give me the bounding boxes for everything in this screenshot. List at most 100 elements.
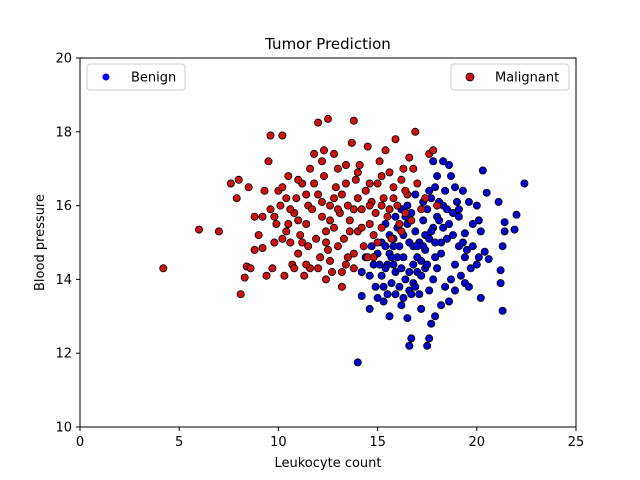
malignant-point (429, 146, 438, 155)
y-axis: 10 12 14 16 18 20 (55, 52, 80, 436)
benign-point (425, 186, 434, 195)
x-axis: 0 5 10 15 20 25 (76, 427, 584, 450)
malignant-point (266, 131, 275, 140)
benign-point (476, 293, 485, 302)
malignant-point (349, 116, 358, 125)
malignant-point (317, 197, 326, 206)
benign-point (442, 205, 451, 214)
malignant-point (365, 219, 374, 228)
malignant-point (357, 205, 366, 214)
malignant-point (329, 149, 338, 158)
malignant-point (365, 179, 374, 188)
benign-point (379, 297, 388, 306)
benign-point (387, 279, 396, 288)
malignant-point (349, 249, 358, 258)
malignant-point (325, 201, 334, 210)
benign-point (425, 286, 434, 295)
malignant-point (343, 201, 352, 210)
malignant-point (345, 216, 354, 225)
malignant-point (296, 231, 305, 240)
malignant-point (397, 227, 406, 236)
malignant-point (363, 142, 372, 151)
benign-point (427, 319, 436, 328)
y-tick-label: 14 (55, 273, 72, 288)
benign-point (387, 253, 396, 262)
benign-point (460, 253, 469, 262)
benign-point (476, 227, 485, 236)
benign-point (411, 282, 420, 291)
benign-point (510, 225, 519, 234)
benign-point (500, 218, 509, 227)
malignant-point (375, 157, 384, 166)
malignant-point (369, 231, 378, 240)
malignant-point (413, 179, 422, 188)
malignant-point (389, 183, 398, 192)
malignant-point (323, 245, 332, 254)
benign-point (413, 242, 422, 251)
malignant-point (393, 201, 402, 210)
benign-point (498, 306, 507, 315)
x-axis-label: Leukocyte count (274, 456, 381, 471)
x-tick-label: 5 (175, 435, 183, 450)
malignant-point (339, 234, 348, 243)
malignant-point (286, 238, 295, 247)
benign-point (385, 312, 394, 321)
malignant-point (385, 205, 394, 214)
benign-point (439, 223, 448, 232)
legend-benign-marker (102, 73, 110, 81)
malignant-point (284, 219, 293, 228)
malignant-point (286, 205, 295, 214)
malignant-point (337, 267, 346, 276)
malignant-point (329, 194, 338, 203)
malignant-point (292, 194, 301, 203)
benign-point (357, 267, 366, 276)
benign-point (427, 227, 436, 236)
malignant-point (302, 219, 311, 228)
legend-benign: Benign (86, 63, 186, 91)
malignant-point (321, 227, 330, 236)
malignant-point (399, 164, 408, 173)
benign-point (373, 293, 382, 302)
benign-point (399, 253, 408, 262)
malignant-point (351, 175, 360, 184)
benign-point (371, 282, 380, 291)
malignant-point (298, 238, 307, 247)
benign-point (421, 231, 430, 240)
malignant-point (264, 157, 273, 166)
y-tick-label: 12 (55, 347, 72, 362)
malignant-point (294, 249, 303, 258)
benign-point (431, 183, 440, 192)
malignant-point (353, 194, 362, 203)
malignant-point (325, 256, 334, 265)
benign-point (429, 275, 438, 284)
malignant-point (395, 219, 404, 228)
malignant-point (381, 146, 390, 155)
benign-point (444, 160, 453, 169)
benign-point (407, 334, 416, 343)
malignant-point (331, 183, 340, 192)
benign-point (462, 245, 471, 254)
benign-point (448, 208, 457, 217)
malignant-point (302, 190, 311, 199)
malignant-point (359, 242, 368, 251)
malignant-point (417, 205, 426, 214)
malignant-point (214, 227, 223, 236)
legend-malignant: Malignant (450, 63, 570, 91)
malignant-point (300, 271, 309, 280)
malignant-point (363, 253, 372, 262)
malignant-point (282, 227, 291, 236)
malignant-point (323, 114, 332, 123)
x-tick-label: 20 (469, 435, 486, 450)
malignant-point (379, 194, 388, 203)
malignant-point (327, 267, 336, 276)
benign-point (494, 197, 503, 206)
malignant-point (405, 153, 414, 162)
malignant-point (282, 194, 291, 203)
legend-benign-box (86, 63, 186, 91)
benign-point (431, 312, 440, 321)
malignant-point (272, 219, 281, 228)
malignant-point (236, 290, 245, 299)
benign-point (391, 290, 400, 299)
malignant-point (304, 242, 313, 251)
